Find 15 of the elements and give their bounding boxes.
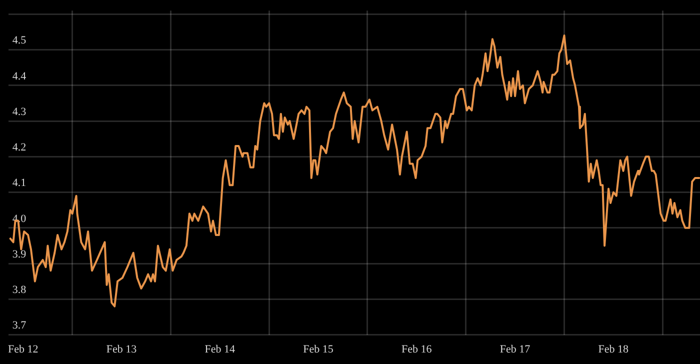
y-tick-label: 4.5 <box>12 34 27 47</box>
x-tick-label: Feb 12 <box>8 343 38 356</box>
y-tick-label: 3.9 <box>12 248 27 260</box>
x-tick-label: Feb 13 <box>106 343 138 356</box>
x-tick-label: Feb 14 <box>204 343 236 356</box>
y-tick-label: 3.7 <box>12 320 27 332</box>
y-tick-label: 4.1 <box>12 177 26 190</box>
x-tick-label: Feb 15 <box>303 343 334 356</box>
y-tick-label: 4.4 <box>12 70 27 82</box>
y-tick-label: 4.3 <box>12 106 27 118</box>
x-tick-label: Feb 18 <box>598 343 630 356</box>
x-tick-label: Feb 17 <box>500 343 531 356</box>
x-tick-label: Feb 16 <box>402 343 432 356</box>
y-tick-label: 3.8 <box>12 284 27 296</box>
y-tick-label: 4.2 <box>12 142 26 154</box>
